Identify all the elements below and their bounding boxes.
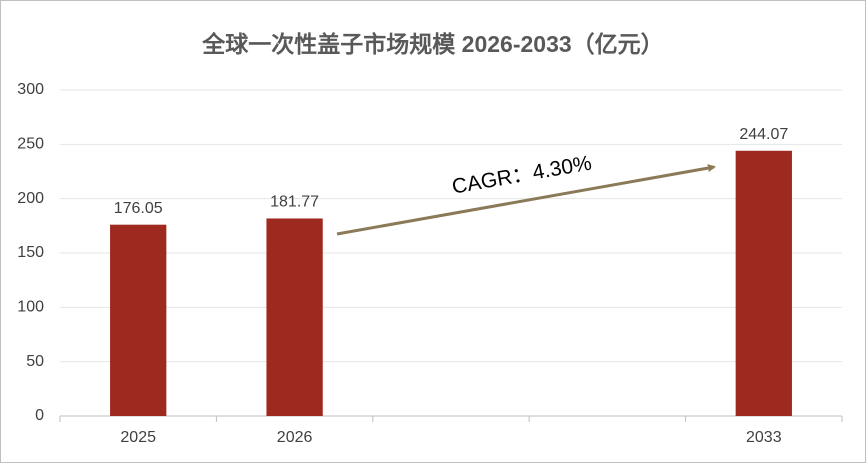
chart-title: 全球一次性盖子市场规模 2026-2033（亿元） [201,31,663,57]
y-tick-label: 200 [17,190,44,207]
bar [110,224,167,416]
bar [266,218,323,416]
y-tick-label: 300 [17,81,44,98]
data-label: 244.07 [739,126,788,143]
bar [735,150,792,416]
data-label: 181.77 [270,194,319,211]
cagr-arrow [336,164,716,236]
y-tick-label: 50 [26,353,44,370]
x-tick-label: 2026 [277,429,313,446]
y-tick-label: 150 [17,244,44,261]
y-tick-label: 250 [17,136,44,153]
x-tick-label: 2025 [120,429,156,446]
y-tick-label: 100 [17,299,44,316]
y-tick-label: 0 [35,407,44,424]
x-tick-label: 2033 [746,429,782,446]
data-label: 176.05 [114,200,163,217]
